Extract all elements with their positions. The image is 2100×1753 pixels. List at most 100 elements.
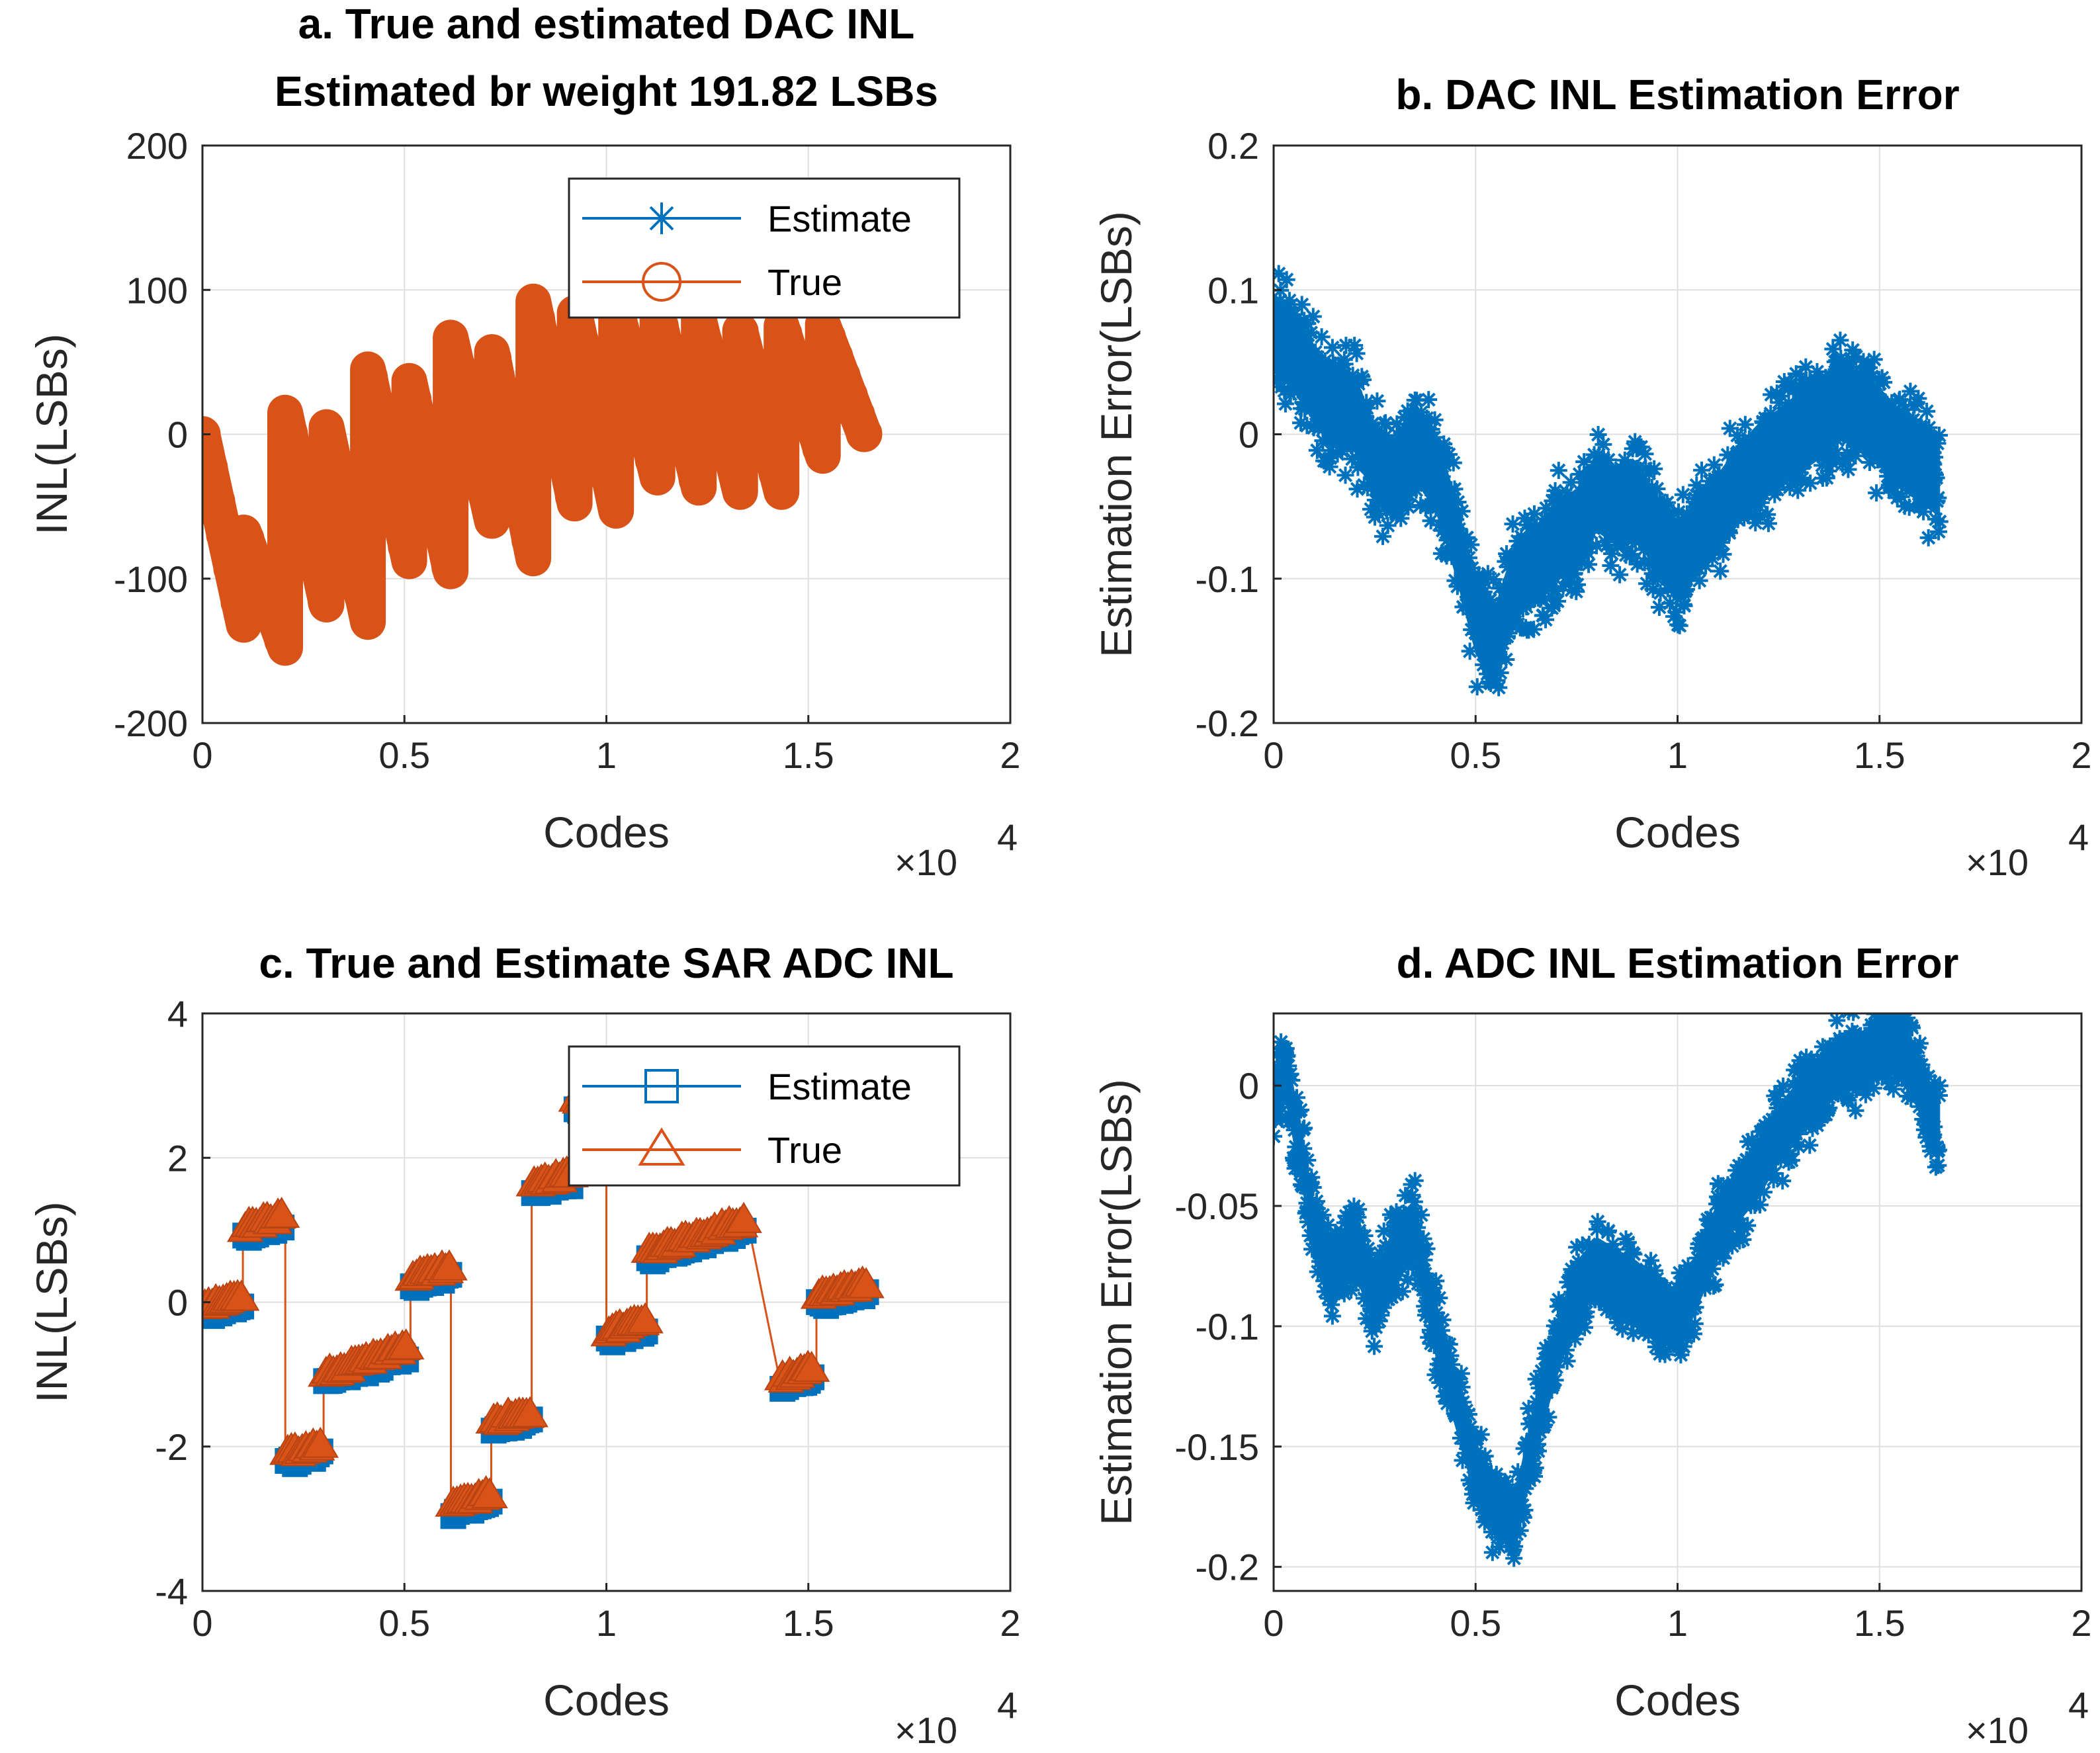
- true-marker: [511, 1396, 548, 1428]
- true-marker: [431, 548, 468, 585]
- true-marker: [576, 392, 613, 429]
- x-exponent-label: ×10: [895, 1709, 957, 1751]
- y-tick-label: 4: [167, 993, 188, 1035]
- x-exponent-power: 4: [997, 816, 1018, 858]
- x-exponent-label: ×10: [895, 841, 957, 883]
- true-marker: [264, 622, 301, 659]
- true-marker: [329, 509, 367, 546]
- true-markers: [202, 1076, 885, 1517]
- true-marker: [504, 485, 541, 522]
- x-tick-label: 0.5: [1450, 734, 1501, 776]
- x-tick-label: 2: [1000, 734, 1020, 776]
- y-tick-label: -0.15: [1174, 1426, 1259, 1468]
- x-tick-label: 1.5: [783, 734, 834, 776]
- y-tick-label: 100: [126, 269, 188, 311]
- y-tick-label: -2: [155, 1426, 188, 1468]
- true-marker: [351, 359, 388, 396]
- x-tick-label: 1: [596, 1602, 617, 1644]
- plot-area: [202, 283, 883, 666]
- y-tick-label: 2: [167, 1137, 188, 1179]
- x-tick-label: 0: [1263, 734, 1284, 776]
- plot-area: [202, 1076, 885, 1529]
- legend: Estimate True: [568, 177, 961, 319]
- x-axis-label: Codes: [543, 808, 670, 857]
- true-marker: [525, 336, 562, 373]
- x-tick-label: 1.5: [783, 1602, 834, 1644]
- true-marker: [263, 1197, 300, 1228]
- true-marker: [373, 460, 410, 497]
- plot-area: [1274, 265, 1948, 697]
- legend-label: True: [767, 261, 842, 303]
- x-tick-label: 0.5: [378, 734, 430, 776]
- x-exponent-power: 4: [2068, 1684, 2089, 1726]
- true-marker: [693, 353, 730, 390]
- y-tick-label: -100: [114, 558, 188, 600]
- true-marker: [649, 338, 686, 375]
- true-marker: [685, 323, 722, 360]
- true-marker: [554, 478, 591, 515]
- x-exponent-power: 4: [997, 1684, 1018, 1726]
- true-marker: [439, 347, 476, 384]
- true-marker: [468, 476, 505, 513]
- y-tick-label: 200: [126, 125, 188, 167]
- true-marker: [337, 543, 374, 580]
- true-marker: [627, 1302, 664, 1334]
- legend-triangle-icon: [638, 1127, 685, 1166]
- true-marker: [475, 340, 512, 377]
- y-tick-label: 0: [1239, 1065, 1259, 1107]
- y-tick-label: 0: [167, 414, 188, 456]
- legend-box: [568, 1045, 961, 1187]
- x-axis-label: Codes: [1614, 1676, 1741, 1725]
- true-marker: [344, 577, 381, 615]
- x-tick-label: 0: [192, 734, 212, 776]
- true-markers: [202, 292, 883, 659]
- true-marker: [569, 357, 606, 394]
- x-tick-label: 1.5: [1854, 734, 1905, 776]
- x-tick-label: 2: [1000, 1602, 1020, 1644]
- legend-square-icon: [644, 1069, 679, 1103]
- x-exponent-power: 4: [2068, 816, 2089, 858]
- true-marker: [707, 414, 744, 451]
- true-marker: [664, 400, 701, 437]
- panel-c: 0 0.5 1 1.5 2 -4 -2 0 2 4 Codes INL(LSBs) ×10 4 c. Tru…: [27, 939, 1021, 1751]
- true-marker: [758, 455, 795, 492]
- true-marker: [540, 407, 577, 444]
- panel-b: 0 0.5 1 1.5 2 -0.2 -0.1 0 0.1 0.2 Codes Estimation …: [1092, 71, 2092, 883]
- true-marker: [613, 352, 650, 389]
- y-axis-label: INL(LSBs): [27, 1201, 76, 1402]
- chart-title: d. ADC INL Estimation Error: [1397, 939, 1959, 987]
- x-tick-label: 0.5: [378, 1602, 430, 1644]
- y-tick-label: -4: [155, 1570, 188, 1612]
- true-marker: [410, 448, 447, 485]
- true-marker: [302, 1426, 339, 1458]
- true-marker: [700, 384, 737, 421]
- x-tick-label: 0.5: [1450, 1602, 1501, 1644]
- true-marker: [497, 449, 534, 486]
- true-marker: [388, 528, 425, 565]
- true-marker: [446, 379, 483, 416]
- true-marker: [482, 376, 519, 413]
- y-tick-label: -0.1: [1196, 558, 1260, 600]
- true-marker: [366, 427, 403, 464]
- true-marker: [656, 369, 693, 406]
- true-marker: [591, 461, 628, 498]
- y-tick-label: 0: [1239, 414, 1259, 456]
- legend-box: [568, 177, 961, 319]
- true-marker: [431, 1249, 468, 1281]
- x-tick-label: 2: [2071, 1602, 2091, 1644]
- true-marker: [620, 382, 657, 419]
- true-marker: [300, 550, 337, 587]
- true-marker: [547, 443, 584, 480]
- y-tick-label: 0.1: [1207, 269, 1259, 311]
- true-marker: [490, 413, 527, 450]
- x-tick-label: 1: [596, 734, 617, 776]
- true-marker: [846, 415, 883, 452]
- true-marker: [802, 430, 839, 467]
- panel-d: 0 0.5 1 1.5 2 -0.2 -0.15 -0.1 -0.05 0 Codes Estimat…: [1092, 939, 2092, 1751]
- x-tick-label: 1: [1667, 734, 1688, 776]
- legend: Estimate True: [568, 1045, 961, 1187]
- legend-label: True: [767, 1129, 842, 1171]
- y-tick-label: -0.2: [1196, 703, 1260, 744]
- true-marker: [315, 441, 352, 478]
